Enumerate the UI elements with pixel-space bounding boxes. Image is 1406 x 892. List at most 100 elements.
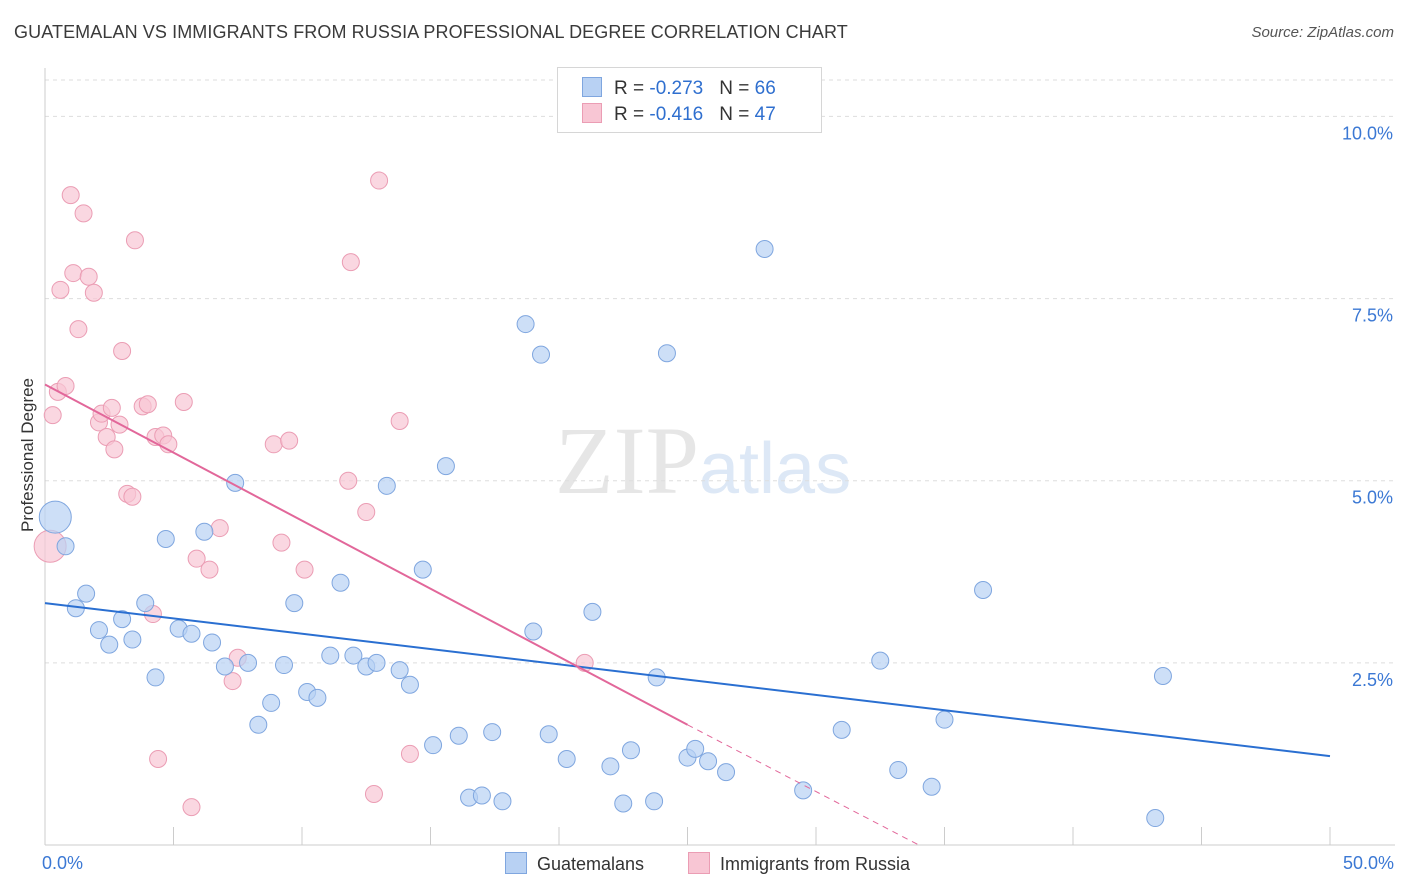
russia-point [295, 560, 314, 579]
guatemalan-point [539, 725, 558, 744]
russia-point [264, 435, 283, 454]
guatemalan-point [285, 594, 304, 613]
russia-point [74, 204, 93, 223]
guatemalan-point [146, 668, 165, 687]
guatemalan-point [377, 476, 396, 495]
guatemalan-point [413, 560, 432, 579]
russia-point [84, 283, 103, 302]
guatemalan-point [516, 315, 535, 334]
guatemalan-point [367, 653, 386, 672]
legend-n-label: N = [719, 104, 755, 125]
guatemalan-point [182, 624, 201, 643]
bottom-legend-label: Guatemalans [537, 854, 645, 874]
watermark-zip: ZIP [555, 407, 699, 514]
legend-row-russia: R = -0.416 N = 47 [582, 103, 776, 125]
guatemalan-point [483, 723, 502, 742]
legend-r-value: -0.416 [649, 104, 704, 125]
guatemalan-point [621, 741, 640, 760]
russia-point [272, 533, 291, 552]
russia-point [370, 171, 389, 190]
russia-point [123, 487, 142, 506]
bottom-legend-swatch-pink [688, 852, 710, 874]
legend-n-value: 47 [754, 104, 776, 125]
y-tick-label: 10.0% [1342, 123, 1393, 143]
guatemalan-point [89, 621, 108, 640]
guatemalan-point [601, 757, 620, 776]
russia-point [182, 798, 201, 817]
russia-point [187, 549, 206, 568]
guatemalan-point [657, 344, 676, 363]
guatemalan-point [195, 522, 214, 541]
russia-point [149, 750, 168, 769]
russia-trend-line [44, 383, 688, 726]
watermark-atlas: atlas [699, 429, 852, 509]
russia-point [390, 411, 409, 430]
chart-title: GUATEMALAN VS IMMIGRANTS FROM RUSSIA PRO… [14, 22, 848, 42]
x-axis-min-label: 0.0% [42, 853, 84, 873]
russia-point [200, 560, 219, 579]
watermark: ZIPatlas [555, 405, 851, 516]
y-tick-label: 2.5% [1352, 670, 1393, 690]
russia-point [69, 320, 88, 339]
guatemalan-point [156, 530, 175, 548]
russia-point [400, 744, 419, 763]
russia-point [113, 342, 132, 361]
russia-point [105, 440, 124, 459]
guatemalan-point [472, 786, 491, 805]
legend-r-label: R = [614, 104, 650, 125]
guatemalan-point [871, 651, 890, 670]
bottom-legend-swatch-blue [505, 852, 527, 874]
y-tick-label: 5.0% [1352, 488, 1393, 508]
guatemalan-point [493, 792, 512, 811]
russia-point [174, 393, 193, 412]
legend-row-guatemalans: R = -0.273 N = 66 [582, 77, 776, 99]
guatemalan-point [686, 739, 705, 758]
russia-point [79, 267, 98, 286]
guatemalan-point [38, 500, 72, 534]
guatemalan-point [645, 792, 664, 811]
guatemalan-point [974, 581, 993, 599]
guatemalan-point [321, 646, 340, 665]
bottom-legend-guatemalans: Guatemalans [505, 852, 644, 875]
russia-point [125, 231, 144, 250]
guatemalan-point [113, 610, 132, 629]
guatemalan-point [215, 657, 234, 676]
legend-n-label: N = [719, 78, 755, 99]
guatemalan-point [239, 653, 258, 672]
y-tick-label: 7.5% [1352, 306, 1393, 326]
guatemalan-point [935, 710, 954, 729]
russia-point [339, 471, 358, 490]
guatemalan-point [275, 656, 294, 675]
legend-r-value: -0.273 [649, 78, 704, 99]
russia-point [61, 186, 80, 205]
legend-swatch-pink [582, 103, 602, 123]
guatemalan-point [524, 622, 543, 641]
russia-point [364, 785, 383, 803]
guatemalan-trend-line [44, 602, 1331, 758]
guatemalan-point [583, 602, 602, 621]
guatemalan-point [136, 594, 155, 613]
guatemalan-point [436, 457, 455, 476]
guatemalan-point [308, 688, 327, 707]
legend-r-label: R = [614, 78, 650, 99]
guatemalan-point [77, 584, 96, 603]
x-axis-max-label: 50.0% [1342, 853, 1394, 873]
guatemalan-point [1153, 666, 1172, 685]
guatemalan-point [400, 675, 419, 694]
guatemalan-point [699, 752, 718, 771]
guatemalan-point [614, 794, 633, 813]
guatemalan-point [717, 763, 736, 782]
guatemalan-point [889, 760, 908, 779]
legend-swatch-blue [582, 77, 602, 97]
source-credit: Source: ZipAtlas.com [1251, 24, 1394, 41]
guatemalan-point [123, 630, 142, 649]
russia-point [138, 395, 157, 414]
guatemalan-point [755, 240, 774, 259]
russia-point [210, 519, 229, 538]
guatemalan-point [832, 720, 851, 739]
russia-point [280, 431, 299, 450]
guatemalan-point [331, 573, 350, 592]
guatemalan-point [56, 537, 75, 556]
guatemalan-point [249, 715, 268, 734]
guatemalan-point [424, 736, 443, 755]
